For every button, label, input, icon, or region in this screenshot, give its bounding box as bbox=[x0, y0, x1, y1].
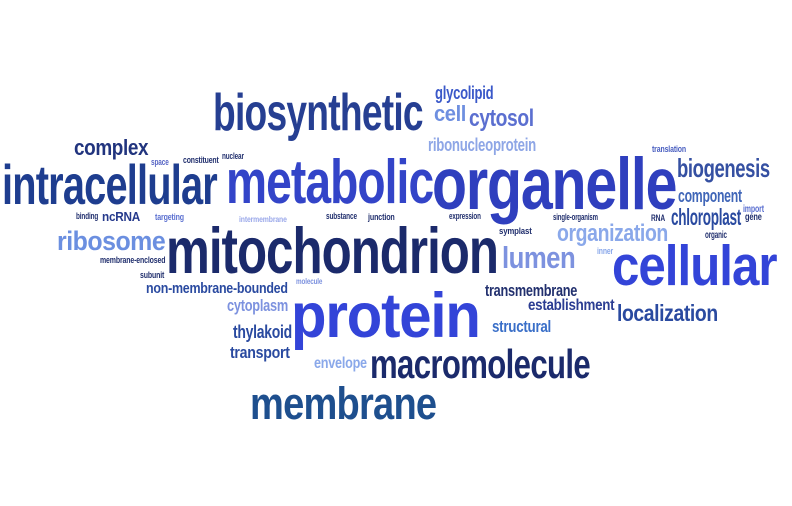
word: cellular bbox=[612, 234, 778, 298]
word: structural bbox=[492, 317, 552, 336]
word: nuclear bbox=[222, 151, 244, 161]
word: thylakoid bbox=[233, 322, 292, 342]
word: cytoplasm bbox=[227, 296, 289, 315]
word: targeting bbox=[155, 212, 184, 222]
word: expression bbox=[449, 211, 481, 221]
word: ribonucleoprotein bbox=[428, 135, 536, 155]
word: envelope bbox=[314, 355, 367, 372]
word: organization bbox=[557, 220, 668, 247]
word: chloroplast bbox=[671, 204, 741, 230]
word: binding bbox=[76, 211, 99, 221]
word: RNA bbox=[651, 213, 665, 223]
word: transport bbox=[230, 343, 290, 362]
word: single-organism bbox=[553, 212, 598, 222]
word: inner bbox=[597, 246, 614, 256]
word: biosynthetic bbox=[213, 84, 424, 142]
word: localization bbox=[617, 300, 718, 326]
word: mitochondrion bbox=[166, 214, 499, 287]
word: constituent bbox=[183, 155, 219, 165]
word: macromolecule bbox=[370, 341, 591, 387]
word: ncRNA bbox=[102, 209, 141, 224]
word: intermembrane bbox=[239, 215, 287, 224]
word: ribosome bbox=[57, 226, 166, 256]
word: cell bbox=[434, 101, 466, 126]
word: membrane-enclosed bbox=[100, 255, 166, 265]
word: junction bbox=[368, 212, 395, 222]
word: establishment bbox=[528, 297, 615, 314]
word: space bbox=[151, 157, 169, 167]
word: gene bbox=[745, 212, 762, 223]
word: symplast bbox=[499, 226, 532, 236]
word: protein bbox=[291, 281, 481, 351]
word: subunit bbox=[140, 270, 165, 280]
word: metabolic bbox=[226, 148, 434, 217]
word: membrane bbox=[250, 378, 437, 429]
word: biogenesis bbox=[677, 153, 770, 183]
word: translation bbox=[652, 144, 687, 154]
word: import bbox=[743, 204, 764, 215]
word: transmembrane bbox=[485, 281, 578, 300]
word: molecule bbox=[296, 277, 323, 286]
word: component bbox=[678, 186, 742, 206]
word: complex bbox=[74, 135, 149, 160]
word: non-membrane-bounded bbox=[146, 280, 288, 297]
word: organelle bbox=[432, 144, 677, 225]
word: substance bbox=[326, 211, 357, 221]
word: intracellular bbox=[2, 153, 218, 216]
word: glycolipid bbox=[435, 83, 494, 103]
word: organic bbox=[705, 230, 727, 241]
word: cytosol bbox=[469, 105, 534, 132]
word: lumen bbox=[502, 240, 576, 275]
